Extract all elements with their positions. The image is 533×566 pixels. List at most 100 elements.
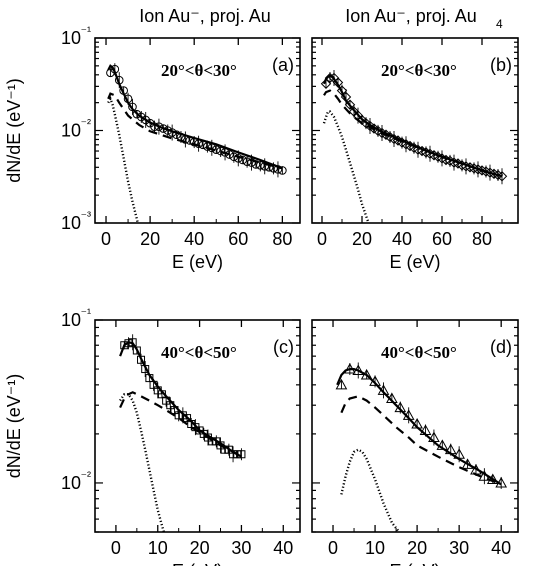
panel-data	[106, 63, 287, 223]
data-point	[120, 341, 129, 350]
data-point	[360, 117, 372, 129]
x-tick-label: 40	[491, 538, 511, 558]
x-tick-label: 60	[432, 229, 452, 249]
y-tick-label: 10 ⁻²	[61, 117, 91, 141]
fit-curve-dashed	[107, 92, 283, 170]
fit-curve-dotted	[340, 448, 401, 532]
panel-annotation: 20°<θ<30°	[381, 61, 457, 80]
data-point	[141, 115, 150, 125]
panel-annotation: 40°<θ<50°	[161, 343, 237, 362]
data-point	[216, 146, 225, 156]
panel-frame	[311, 319, 519, 533]
panel-data	[320, 69, 508, 223]
x-tick-label: 40	[273, 538, 293, 558]
data-point	[225, 150, 234, 159]
data-point	[136, 112, 146, 122]
panel-label: (a)	[272, 55, 294, 75]
x-tick-label: 10	[365, 538, 385, 558]
panel-4: 0 10 20 30 40 E (eV) (d) 40°<θ<50°	[311, 319, 519, 566]
fit-curve-solid	[107, 64, 283, 170]
x-axis-label: E (eV)	[389, 561, 440, 566]
data-point	[233, 450, 242, 459]
y-tick-label-base: 10	[61, 28, 81, 48]
panel-annotation: 40°<θ<50°	[381, 343, 457, 362]
fit-curve-dotted	[322, 110, 370, 223]
fit-curve-dotted	[119, 393, 166, 532]
column-title-left: Ion Au⁻, proj. Au	[139, 6, 271, 26]
data-point	[336, 85, 348, 96]
x-tick-label: 0	[111, 538, 121, 558]
data-point	[154, 122, 164, 131]
x-tick-label: 60	[228, 229, 248, 249]
data-point	[335, 378, 348, 390]
y-tick-label: 10 ⁻³	[61, 209, 91, 233]
y-tick-label: 10 ⁻¹	[61, 24, 91, 48]
data-point	[212, 437, 221, 446]
x-tick-label: 20	[140, 229, 160, 249]
x-tick-label: 0	[328, 538, 338, 558]
panel-data	[335, 362, 508, 532]
y-tick-label-exp: ⁻³	[81, 209, 91, 223]
x-axis-label: E (eV)	[172, 252, 223, 272]
data-point	[356, 114, 368, 126]
data-point	[238, 155, 247, 165]
panel-data	[119, 334, 246, 532]
column-title-right-text: Ion Au⁻, proj. Au	[345, 6, 477, 26]
fit-curve-dashed	[340, 395, 502, 486]
fit-curve-solid	[336, 368, 502, 486]
data-point	[256, 161, 265, 170]
x-axis-label: E (eV)	[172, 561, 223, 566]
x-tick-label: 0	[101, 229, 111, 249]
y-axis-label: dN/dE (eV⁻¹)	[4, 374, 24, 479]
x-tick-label: 20	[352, 229, 372, 249]
data-point	[247, 158, 256, 167]
y-axis-label: dN/dE (eV⁻¹)	[4, 78, 24, 183]
y-tick-label-exp: ⁻¹	[81, 24, 91, 38]
x-tick-label: 10	[148, 538, 168, 558]
y-tick-label: 10 ⁻¹	[61, 306, 91, 330]
x-tick-label: 30	[231, 538, 251, 558]
data-point	[320, 78, 332, 89]
x-tick-label: 40	[184, 229, 204, 249]
x-tick-label: 20	[407, 538, 427, 558]
panel-annotation: 20°<θ<30°	[161, 61, 237, 80]
x-tick-label: 0	[317, 229, 327, 249]
y-tick-label-exp: ⁻²	[81, 117, 91, 131]
fit-curve-dashed	[323, 89, 503, 178]
column-title-right: Ion Au⁻, proj. Au 4	[345, 6, 503, 31]
data-point	[461, 458, 474, 469]
x-axis-label: E (eV)	[389, 252, 440, 272]
y-tick-label-base: 10	[61, 310, 81, 330]
fit-curve-solid	[119, 341, 242, 458]
y-tick-label-base: 10	[61, 121, 81, 141]
panel-label: (b)	[490, 55, 512, 75]
fit-curve-dotted	[107, 95, 140, 223]
x-tick-label: 80	[472, 229, 492, 249]
column-title-right-subscript: 4	[496, 17, 503, 31]
panel-label: (d)	[490, 337, 512, 357]
y-tick-label: 10 ⁻²	[61, 469, 91, 493]
x-tick-label: 30	[449, 538, 469, 558]
y-tick-label-base: 10	[61, 213, 81, 233]
y-tick-label-exp: ⁻²	[81, 469, 91, 483]
x-tick-label: 40	[392, 229, 412, 249]
x-tick-label: 20	[190, 538, 210, 558]
data-point	[224, 445, 233, 454]
panel-frame	[94, 319, 301, 533]
y-tick-label-exp: ⁻¹	[81, 306, 91, 320]
column-title-left-text: Ion Au⁻, proj. Au	[139, 6, 271, 26]
data-point	[242, 157, 252, 166]
data-point	[278, 166, 287, 175]
data-point	[132, 346, 141, 355]
panel-label: (c)	[273, 337, 294, 357]
panel-2: 0 20 40 60 80 E (eV) (b) 20°<θ<30°	[311, 37, 519, 272]
y-tick-label-base: 10	[61, 473, 81, 493]
x-tick-label: 80	[272, 229, 292, 249]
fit-curve-dashed	[119, 391, 242, 458]
data-point	[183, 414, 192, 423]
data-point	[132, 109, 142, 119]
